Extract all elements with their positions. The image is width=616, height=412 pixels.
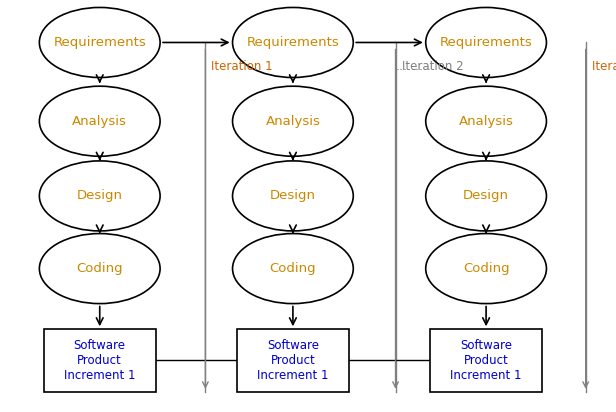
Text: Requirements: Requirements [440,36,532,49]
Text: Software
Product
Increment 1: Software Product Increment 1 [64,339,136,382]
Text: Analysis: Analysis [459,115,514,128]
Ellipse shape [233,86,354,156]
Bar [430,329,542,392]
Text: Iteration 2: Iteration 2 [402,60,463,73]
Ellipse shape [426,7,546,77]
Text: Coding: Coding [270,262,316,275]
Ellipse shape [233,161,354,231]
Ellipse shape [426,234,546,304]
Ellipse shape [233,7,354,77]
Text: ..........: .......... [395,60,436,73]
Text: Software
Product
Increment 1: Software Product Increment 1 [450,339,522,382]
Ellipse shape [233,234,354,304]
Text: Requirements: Requirements [246,36,339,49]
Text: Coding: Coding [463,262,509,275]
Text: Iteration 1: Iteration 1 [211,60,273,73]
Text: Design: Design [463,190,509,202]
Ellipse shape [39,161,160,231]
Ellipse shape [39,234,160,304]
Ellipse shape [39,7,160,77]
Text: Design: Design [270,190,316,202]
Ellipse shape [39,86,160,156]
Text: Coding: Coding [76,262,123,275]
Ellipse shape [426,161,546,231]
Bar [44,329,156,392]
Text: Design: Design [77,190,123,202]
Ellipse shape [426,86,546,156]
Text: Software
Product
Increment 1: Software Product Increment 1 [257,339,329,382]
Text: Analysis: Analysis [72,115,127,128]
Text: Analysis: Analysis [265,115,320,128]
Text: Requirements: Requirements [54,36,146,49]
Bar [237,329,349,392]
Text: Iteration N: Iteration N [592,60,616,73]
